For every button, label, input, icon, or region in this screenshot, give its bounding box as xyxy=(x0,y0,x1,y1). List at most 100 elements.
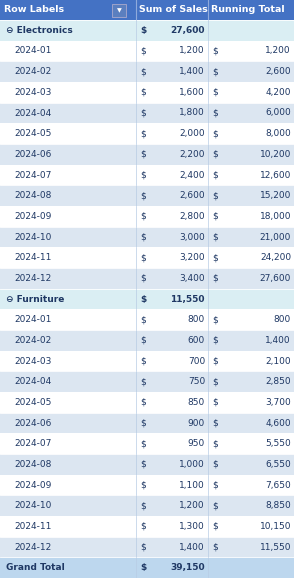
Text: $: $ xyxy=(140,129,146,138)
Text: 1,300: 1,300 xyxy=(179,522,205,531)
Text: ⊖ Furniture: ⊖ Furniture xyxy=(6,295,64,303)
Text: 1,000: 1,000 xyxy=(179,460,205,469)
Text: Grand Total: Grand Total xyxy=(6,563,65,572)
Text: $: $ xyxy=(212,418,218,428)
Bar xyxy=(0,103,294,123)
Text: 3,200: 3,200 xyxy=(179,253,205,262)
Text: 6,000: 6,000 xyxy=(265,109,291,117)
Text: $: $ xyxy=(140,460,146,469)
Bar xyxy=(0,40,294,61)
Text: 4,600: 4,600 xyxy=(265,418,291,428)
Text: 2,600: 2,600 xyxy=(265,67,291,76)
Text: 2024-10: 2024-10 xyxy=(14,232,51,242)
Text: $: $ xyxy=(140,563,146,572)
Text: $: $ xyxy=(140,46,146,55)
Text: 2024-05: 2024-05 xyxy=(14,129,51,138)
Text: 3,400: 3,400 xyxy=(179,274,205,283)
Text: Sum of Sales: Sum of Sales xyxy=(139,6,208,14)
Text: 2024-03: 2024-03 xyxy=(14,357,51,365)
Bar xyxy=(0,288,294,309)
Bar xyxy=(0,82,294,103)
Text: $: $ xyxy=(212,336,218,345)
Text: 2024-07: 2024-07 xyxy=(14,439,51,448)
Text: $: $ xyxy=(212,212,218,221)
Text: 7,650: 7,650 xyxy=(265,480,291,490)
Text: 2024-01: 2024-01 xyxy=(14,315,51,324)
Text: 8,850: 8,850 xyxy=(265,501,291,510)
Text: 6,550: 6,550 xyxy=(265,460,291,469)
Text: 27,600: 27,600 xyxy=(171,26,205,35)
Bar xyxy=(0,20,294,40)
Bar xyxy=(0,557,294,578)
Text: $: $ xyxy=(140,357,146,365)
Text: $: $ xyxy=(140,26,146,35)
Text: $: $ xyxy=(140,67,146,76)
Bar xyxy=(0,495,294,516)
Text: 1,100: 1,100 xyxy=(179,480,205,490)
Text: 2024-02: 2024-02 xyxy=(14,67,51,76)
Text: $: $ xyxy=(212,253,218,262)
Bar xyxy=(0,247,294,268)
Text: ▼: ▼ xyxy=(117,8,121,13)
Text: 2024-08: 2024-08 xyxy=(14,460,51,469)
Bar xyxy=(0,206,294,227)
Text: 1,400: 1,400 xyxy=(265,336,291,345)
Text: 39,150: 39,150 xyxy=(171,563,205,572)
Text: 950: 950 xyxy=(188,439,205,448)
Text: $: $ xyxy=(212,67,218,76)
Text: 2,400: 2,400 xyxy=(180,171,205,180)
Text: 8,000: 8,000 xyxy=(265,129,291,138)
Text: $: $ xyxy=(140,274,146,283)
Bar xyxy=(0,413,294,434)
Text: $: $ xyxy=(212,522,218,531)
Text: 2024-12: 2024-12 xyxy=(14,274,51,283)
Text: 27,600: 27,600 xyxy=(260,274,291,283)
Text: 15,200: 15,200 xyxy=(260,191,291,200)
Text: Running Total: Running Total xyxy=(211,6,285,14)
Text: 800: 800 xyxy=(188,315,205,324)
Text: 5,550: 5,550 xyxy=(265,439,291,448)
Text: $: $ xyxy=(140,150,146,159)
Text: 4,200: 4,200 xyxy=(265,88,291,97)
Bar xyxy=(0,371,294,392)
Text: $: $ xyxy=(140,88,146,97)
Text: $: $ xyxy=(140,501,146,510)
Text: 2024-07: 2024-07 xyxy=(14,171,51,180)
Bar xyxy=(0,434,294,454)
Bar xyxy=(0,351,294,371)
Text: 2024-09: 2024-09 xyxy=(14,212,51,221)
Text: $: $ xyxy=(140,315,146,324)
Text: 2024-12: 2024-12 xyxy=(14,543,51,551)
Text: 10,150: 10,150 xyxy=(260,522,291,531)
Text: 1,800: 1,800 xyxy=(179,109,205,117)
Bar xyxy=(0,516,294,536)
Text: $: $ xyxy=(212,88,218,97)
Text: 2024-04: 2024-04 xyxy=(14,377,51,386)
Text: 18,000: 18,000 xyxy=(260,212,291,221)
Text: $: $ xyxy=(140,522,146,531)
Text: 2024-09: 2024-09 xyxy=(14,480,51,490)
Text: 2,800: 2,800 xyxy=(179,212,205,221)
Text: 2024-11: 2024-11 xyxy=(14,522,51,531)
Text: 24,200: 24,200 xyxy=(260,253,291,262)
Bar xyxy=(0,165,294,186)
Text: $: $ xyxy=(212,357,218,365)
Bar xyxy=(0,454,294,475)
Text: 11,550: 11,550 xyxy=(171,295,205,303)
Text: 2024-02: 2024-02 xyxy=(14,336,51,345)
Text: $: $ xyxy=(212,109,218,117)
Text: $: $ xyxy=(212,439,218,448)
Text: $: $ xyxy=(212,315,218,324)
Text: 2024-01: 2024-01 xyxy=(14,46,51,55)
Text: 850: 850 xyxy=(188,398,205,407)
Text: 3,700: 3,700 xyxy=(265,398,291,407)
Text: 21,000: 21,000 xyxy=(260,232,291,242)
Text: 2024-04: 2024-04 xyxy=(14,109,51,117)
Text: $: $ xyxy=(212,398,218,407)
Text: ⊖ Electronics: ⊖ Electronics xyxy=(6,26,73,35)
Text: 2,850: 2,850 xyxy=(265,377,291,386)
Text: 900: 900 xyxy=(188,418,205,428)
Text: 1,400: 1,400 xyxy=(179,543,205,551)
Text: $: $ xyxy=(140,232,146,242)
Text: $: $ xyxy=(212,129,218,138)
